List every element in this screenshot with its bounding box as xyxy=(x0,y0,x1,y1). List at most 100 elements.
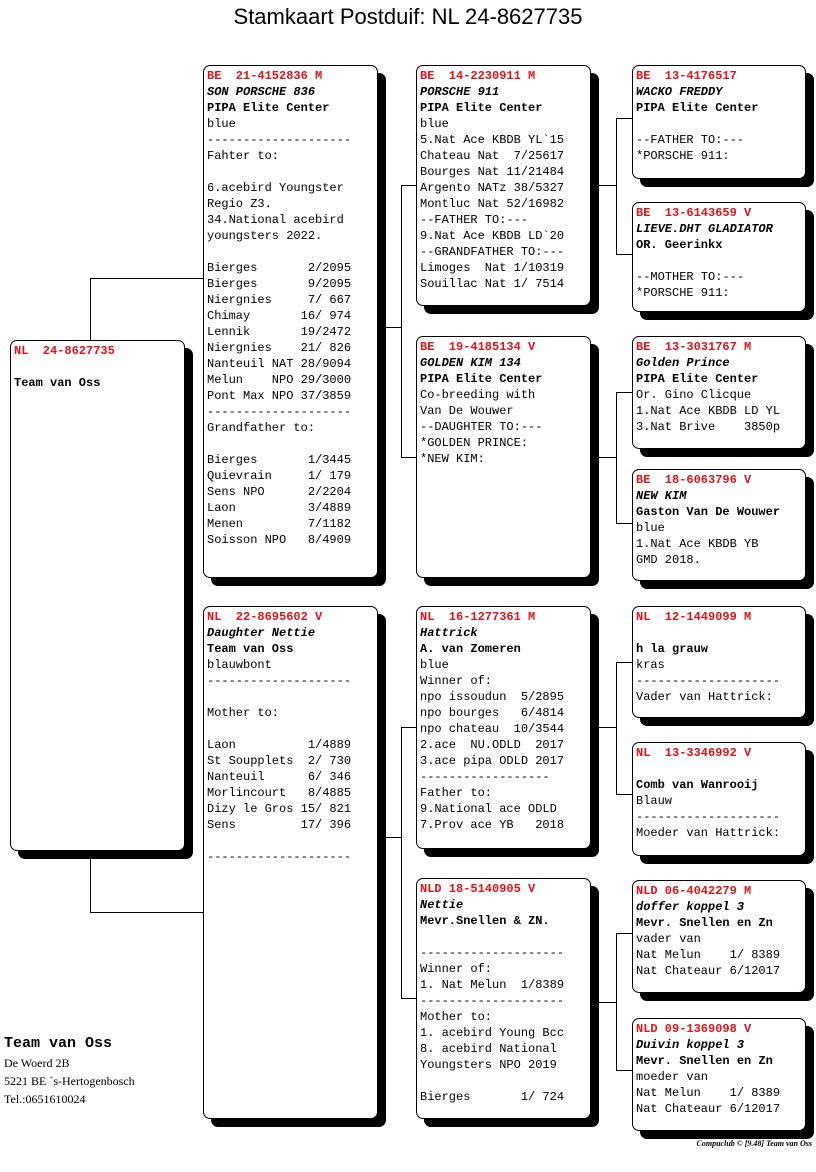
pigeon-name: Hattrick xyxy=(420,626,478,640)
pedigree-line: -------------------- xyxy=(636,810,781,824)
pedigree-line: Nat Chateaur 6/12017 xyxy=(636,1102,781,1116)
owner-name: Team van Oss xyxy=(4,1035,113,1052)
pedigree-line: *NEW KIM: xyxy=(420,452,485,466)
pedigree-line: Quievrain 1/ 179 xyxy=(207,469,352,483)
pedigree-line: Laon 3/4889 xyxy=(207,501,352,515)
ring-number: NL 16-1277361 M xyxy=(420,610,536,624)
breeder: PIPA Elite Center xyxy=(420,372,543,386)
pigeon-card-father-mother[interactable]: BE 19-4185134 V GOLDEN KIM 134 PIPA Elite … xyxy=(416,336,591,578)
ring-number: NLD 09-1369098 V xyxy=(636,1022,752,1036)
pedigree-line: Bierges 1/3445 xyxy=(207,453,352,467)
breeder: PIPA Elite Center xyxy=(636,101,759,115)
pedigree-line: Sens NPO 2/2204 xyxy=(207,485,352,499)
pigeon-name: Golden Prince xyxy=(636,356,730,370)
pedigree-line: Vader van Hattrick: xyxy=(636,690,773,704)
connector xyxy=(590,185,616,186)
pedigree-line xyxy=(420,929,590,945)
pigeon-card-mother-father[interactable]: NL 16-1277361 M Hattrick A. van Zomeren blu… xyxy=(416,606,591,849)
pedigree-line xyxy=(207,689,377,705)
pigeon-card-mf-father[interactable]: NL 12-1449099 M h la grauw kras -----------… xyxy=(632,606,806,718)
connector xyxy=(377,327,401,328)
pedigree-line: ------------------ xyxy=(420,770,550,784)
pedigree-line: Winner of: xyxy=(420,962,493,976)
pedigree-line: 9.National ace ODLD xyxy=(420,802,557,816)
pedigree-line: *GOLDEN PRINCE: xyxy=(420,436,529,450)
pedigree-line: Morlincourt 8/4885 xyxy=(207,786,352,800)
connector xyxy=(401,457,416,458)
pigeon-card-father[interactable]: BE 21-4152836 M SON PORSCHE 836 PIPA Elite… xyxy=(203,65,378,578)
pedigree-line: -------------------- xyxy=(420,994,565,1008)
pigeon-card-fm-mother[interactable]: BE 18-6063796 V NEW KIM Gaston Van De Wouw… xyxy=(632,469,806,581)
pedigree-line: 1. Nat Melun 1/8389 xyxy=(420,978,565,992)
connector xyxy=(401,727,416,728)
page-title: Stamkaart Postduif: NL 24-8627735 xyxy=(233,4,583,29)
pedigree-line: Bourges Nat 11/21484 xyxy=(420,165,565,179)
ring-number: NLD 06-4042279 M xyxy=(636,884,752,898)
pedigree-line: Mother to: xyxy=(420,1010,493,1024)
breeder: Comb van Wanrooij xyxy=(636,778,759,792)
pedigree-line: -------------------- xyxy=(207,674,352,688)
pigeon-name: Duivin koppel 3 xyxy=(636,1038,745,1052)
connector xyxy=(401,998,416,999)
pedigree-line: -------------------- xyxy=(207,133,352,147)
pedigree-line: Chimay 16/ 974 xyxy=(207,309,352,323)
pedigree-line: *PORSCHE 911: xyxy=(636,149,730,163)
pigeon-card-father-father[interactable]: BE 14-2230911 M PORSCHE 911 PIPA Elite Cen… xyxy=(416,65,591,306)
connector xyxy=(616,523,632,524)
pigeon-card-ff-mother[interactable]: BE 13-6143659 V LIEVE.DHT GLADIATOR OR. Ge… xyxy=(632,202,806,312)
pigeon-card-mm-mother[interactable]: NLD 09-1369098 V Duivin koppel 3 Mevr. Sne… xyxy=(632,1018,806,1131)
pigeon-card-subject[interactable]: NL 24-8627735 Team van Oss xyxy=(10,340,185,851)
pedigree-line: Souillac Nat 1/ 7514 xyxy=(420,277,565,291)
pedigree-line: Nat Chateaur 6/12017 xyxy=(636,964,781,978)
pigeon-name xyxy=(636,625,805,641)
pedigree-line: --FATHER TO:--- xyxy=(420,213,529,227)
pedigree-line: Niergnies 21/ 826 xyxy=(207,341,352,355)
pedigree-line: Or. Gino Clicque xyxy=(636,388,752,402)
ring-number: NL 22-8695602 V xyxy=(207,610,323,624)
connector xyxy=(616,933,632,934)
pedigree-line: npo issoudun 5/2895 xyxy=(420,690,565,704)
connector xyxy=(590,727,616,728)
owner-info: Team van Oss De Woerd 2B 5221 BE `s-Hert… xyxy=(4,1034,135,1108)
pigeon-card-mother[interactable]: NL 22-8695602 V Daughter Nettie Team van O… xyxy=(203,606,378,1119)
pedigree-line: 9.Nat Ace KBDB LD`20 xyxy=(420,229,565,243)
connector xyxy=(616,933,617,1070)
owner-phone: Tel.:0651610024 xyxy=(4,1092,86,1106)
pigeon-card-mother-mother[interactable]: NLD 18-5140905 V Nettie Mevr.Snellen & ZN.… xyxy=(416,878,591,1119)
pedigree-line: 5.Nat Ace KBDB YL`15 xyxy=(420,133,565,147)
pedigree-line: moeder van xyxy=(636,1070,709,1084)
pedigree-line: Bierges 1/ 724 xyxy=(420,1090,565,1104)
pigeon-card-ff-father[interactable]: BE 13-4176517 WACKO FREDDY PIPA Elite Cent… xyxy=(632,65,806,179)
pedigree-line: Niergnies 7/ 667 xyxy=(207,293,352,307)
connector xyxy=(90,278,91,340)
pedigree-line: Regio Z3. xyxy=(207,197,272,211)
pedigree-line: Pont Max NPO 37/3859 xyxy=(207,389,352,403)
connector xyxy=(616,392,617,523)
pedigree-line: vader van xyxy=(636,932,701,946)
pedigree-line: 6.acebird Youngster xyxy=(207,181,344,195)
pedigree-line: 7.Prov ace YB 2018 xyxy=(420,818,565,832)
pedigree-line: Lennik 19/2472 xyxy=(207,325,352,339)
pedigree-line: --FATHER TO:--- xyxy=(636,133,745,147)
pigeon-name xyxy=(636,761,805,777)
connector xyxy=(90,850,91,912)
pedigree-line: 3.ace pipa ODLD 2017 xyxy=(420,754,565,768)
ring-number: BE 13-4176517 xyxy=(636,69,737,83)
pedigree-line: Nat Melun 1/ 8389 xyxy=(636,948,781,962)
connector xyxy=(616,794,632,795)
pedigree-line: Bierges 2/2095 xyxy=(207,261,352,275)
pedigree-line: npo chateau 10/3544 xyxy=(420,722,565,736)
pedigree-line xyxy=(636,116,805,132)
pigeon-card-fm-father[interactable]: BE 13-3031767 M Golden Prince PIPA Elite C… xyxy=(632,336,806,449)
pedigree-line: kras xyxy=(636,658,665,672)
pigeon-card-mm-father[interactable]: NLD 06-4042279 M doffer koppel 3 Mevr. Sne… xyxy=(632,880,806,993)
pedigree-line: GMD 2018. xyxy=(636,553,701,567)
breeder: Mevr. Snellen en Zn xyxy=(636,1054,773,1068)
pedigree-line: Nanteuil 6/ 346 xyxy=(207,770,352,784)
pedigree-line xyxy=(636,253,805,269)
pigeon-card-mf-mother[interactable]: NL 13-3346992 V Comb van Wanrooij Blauw ---… xyxy=(632,742,806,856)
ring-number: NL 24-8627735 xyxy=(14,344,115,358)
software-credit: Compuclub © [9.48] Team van Oss xyxy=(696,1139,812,1148)
connector xyxy=(590,457,616,458)
breeder: OR. Geerinkx xyxy=(636,238,723,252)
